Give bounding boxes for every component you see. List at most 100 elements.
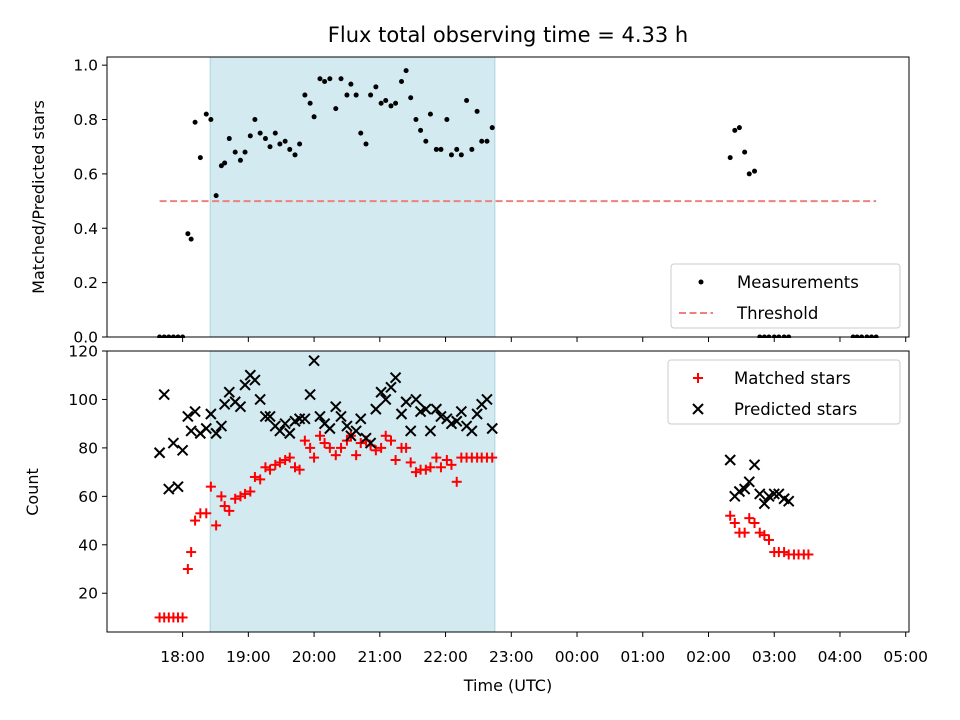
matched-stars-point — [385, 435, 396, 446]
predicted-stars-point — [264, 410, 276, 423]
matched-stars-point — [441, 455, 452, 466]
predicted-stars-point — [782, 495, 795, 507]
predicted-stars-point — [341, 420, 353, 432]
matched-stars-point — [319, 438, 330, 449]
predicted-stars-point-b — [330, 401, 342, 413]
predicted-stars-point-b — [435, 410, 447, 423]
matched-stars-point — [211, 520, 222, 531]
predicted-stars-point — [176, 444, 189, 457]
top-y-tick-label: 0.8 — [73, 111, 98, 129]
measurements-point — [197, 155, 203, 161]
predicted-stars-point — [308, 354, 320, 367]
predicted-stars-point-b — [471, 408, 483, 420]
predicted-stars-point-b — [375, 386, 387, 398]
measurements-point — [383, 97, 389, 103]
top-y-tick-label: 0.6 — [73, 165, 98, 183]
measurements-point — [297, 141, 303, 147]
predicted-stars-point-b — [234, 401, 247, 413]
matched-stars-point — [351, 450, 362, 461]
predicted-stars-point — [424, 425, 437, 437]
measurements-point — [317, 76, 323, 82]
predicted-stars-point-b — [264, 410, 276, 423]
measurements-point — [363, 141, 369, 147]
legend-measurements-marker — [698, 279, 704, 285]
bottom-y-axis-label: Count — [23, 468, 42, 516]
predicted-stars-point — [249, 374, 261, 386]
predicted-stars-point-b — [743, 476, 755, 488]
bottom-y-tick-label: 40 — [78, 536, 98, 554]
predicted-stars-point-b — [205, 408, 217, 420]
predicted-stars-point — [274, 425, 286, 437]
matched-stars-point — [401, 442, 412, 453]
matched-stars-point — [725, 510, 736, 521]
legend-predicted-stars-label: Predicted stars — [734, 400, 857, 419]
top-observing-window — [210, 57, 495, 337]
measurements-point — [232, 149, 238, 155]
predicted-stars-point — [167, 437, 180, 449]
matched-stars-point — [186, 547, 197, 558]
predicted-stars-point — [754, 488, 766, 500]
predicted-stars-point-b — [486, 422, 498, 435]
predicted-stars-point — [254, 393, 266, 406]
measurements-point — [282, 138, 288, 144]
predicted-stars-point-b — [223, 386, 235, 398]
measurements-point — [454, 146, 460, 152]
predicted-stars-point-b — [274, 425, 286, 437]
predicted-stars-point — [471, 408, 483, 420]
matched-stars-point — [803, 549, 814, 560]
predicted-stars-point-b — [451, 415, 463, 427]
predicted-stars-point — [163, 483, 175, 495]
bottom-panel: 20 40 60 80 100 120 18:00 19:00 20:00 21:00 22:00 2… — [68, 343, 928, 667]
predicted-stars-point — [380, 393, 392, 406]
measurements-point — [448, 152, 454, 158]
top-y-tick-label: 0.2 — [73, 274, 98, 292]
measurements-point — [213, 193, 219, 199]
predicted-stars-point-b — [185, 425, 197, 437]
matched-stars-point — [739, 527, 750, 538]
predicted-stars-point — [205, 408, 217, 420]
predicted-stars-point — [279, 417, 291, 430]
predicted-stars-point-b — [167, 437, 180, 449]
measurements-point — [464, 97, 470, 103]
bottom-y-tick-label: 20 — [78, 585, 98, 603]
predicted-stars-point-b — [768, 488, 780, 500]
predicted-stars-point — [724, 454, 736, 466]
predicted-stars-point — [395, 408, 408, 420]
x-tick-label: 19:00 — [226, 648, 271, 666]
measurements-point — [192, 119, 198, 125]
measurements-point — [418, 127, 424, 133]
predicted-stars-point — [215, 420, 228, 432]
predicted-stars-point-b — [748, 459, 761, 471]
measurements-point — [444, 117, 450, 123]
x-tick-label: 01:00 — [620, 648, 665, 666]
predicted-stars-point-b — [182, 410, 194, 423]
measurements-point — [292, 152, 298, 158]
predicted-stars-point-b — [410, 393, 422, 406]
predicted-stars-point — [375, 386, 387, 398]
measurements-point — [307, 100, 313, 106]
measurements-point — [746, 171, 752, 177]
predicted-stars-point — [304, 388, 316, 401]
predicted-stars-point-b — [738, 483, 751, 495]
predicted-stars-point — [410, 393, 422, 406]
top-y-axis-label: Matched/Predicted stars — [29, 100, 48, 294]
predicted-stars-point — [758, 497, 771, 510]
predicted-stars-point — [466, 425, 478, 437]
bottom-y-tick-label: 80 — [78, 439, 98, 457]
chart-title: Flux total observing time = 4.33 h — [328, 23, 688, 47]
matched-stars-point — [324, 442, 335, 453]
x-axis-label: Time (UTC) — [463, 676, 552, 695]
predicted-stars-point-b — [210, 427, 222, 440]
predicted-stars-point-b — [279, 417, 291, 430]
matched-stars-point — [435, 462, 446, 473]
matched-stars-point — [763, 534, 774, 545]
measurements-point — [257, 130, 263, 136]
predicted-stars-point-b — [239, 379, 251, 391]
top-panel: 0.0 0.2 0.4 0.6 0.8 1.0 Measurements Threshold — [73, 56, 910, 347]
predicted-stars-point — [234, 401, 247, 413]
measurements-point — [287, 146, 293, 152]
matched-stars-point — [205, 481, 216, 492]
predicted-stars-point-b — [430, 403, 443, 415]
predicted-stars-point — [239, 379, 251, 391]
predicted-stars-point-b — [385, 381, 397, 394]
